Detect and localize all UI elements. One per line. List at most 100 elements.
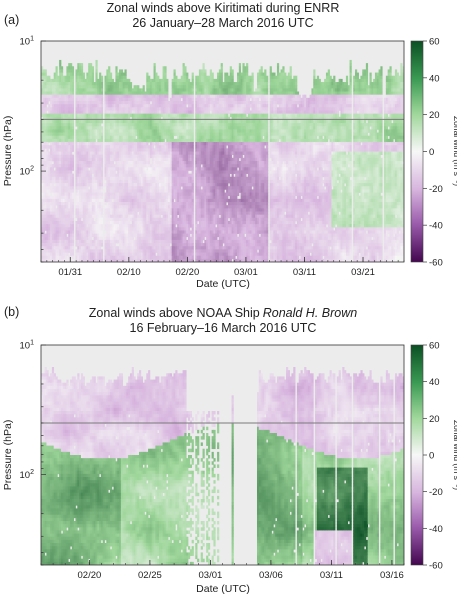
heatmap-cell <box>129 157 133 162</box>
heatmap-cell <box>119 160 122 165</box>
heatmap-cell <box>115 132 118 137</box>
heatmap-cell <box>117 170 120 174</box>
heatmap-cell <box>137 220 140 225</box>
heatmap-cell <box>77 107 80 111</box>
heatmap-cell <box>148 157 151 162</box>
heatmap-cell <box>55 233 58 238</box>
heatmap-cell <box>90 148 93 152</box>
heatmap-cell <box>157 164 160 168</box>
heatmap-cell <box>191 217 194 222</box>
heatmap-cell <box>162 85 165 89</box>
heatmap-cell <box>148 246 151 250</box>
heatmap-cell <box>131 220 134 225</box>
heatmap-cell <box>137 258 140 262</box>
heatmap-cell <box>153 195 156 200</box>
heatmap-cell <box>124 195 127 200</box>
heatmap-cell <box>90 220 93 225</box>
heatmap-cell <box>148 170 151 174</box>
heatmap-cell <box>42 88 45 92</box>
heatmap-cell <box>55 75 58 80</box>
heatmap-cell <box>117 176 120 181</box>
heatmap-cell <box>166 123 169 127</box>
heatmap-cell <box>46 113 49 118</box>
heatmap-cell <box>80 126 84 130</box>
heatmap-cell <box>128 123 131 127</box>
heatmap-cell <box>106 116 109 121</box>
heatmap-cell <box>137 255 140 260</box>
heatmap-cell <box>111 214 114 219</box>
heatmap-cell <box>151 208 154 212</box>
heatmap-cell <box>113 198 116 203</box>
heatmap-cell <box>124 110 127 114</box>
heatmap-cell <box>140 113 143 118</box>
heatmap-cell <box>139 119 142 124</box>
heatmap-cell <box>137 217 140 222</box>
heatmap-cell <box>164 176 167 181</box>
heatmap-cell <box>41 160 44 165</box>
heatmap-cell <box>128 239 131 244</box>
heatmap-cell <box>198 186 202 190</box>
heatmap-cell <box>71 208 75 212</box>
heatmap-cell <box>51 151 55 156</box>
heatmap-cell <box>164 202 167 206</box>
heatmap-cell <box>139 170 142 174</box>
heatmap-cell <box>131 129 134 133</box>
heatmap-cell <box>129 176 133 181</box>
heatmap-cell <box>153 176 156 181</box>
heatmap-cell <box>148 164 151 168</box>
heatmap-cell <box>108 208 111 212</box>
heatmap-cell <box>93 230 96 234</box>
heatmap-cell <box>50 189 53 193</box>
heatmap-cell <box>135 227 138 231</box>
heatmap-cell <box>44 132 47 137</box>
heatmap-cell <box>91 135 94 140</box>
heatmap-cell <box>106 217 109 222</box>
heatmap-cell <box>108 157 111 162</box>
heatmap-cell <box>70 110 73 114</box>
heatmap-cell <box>149 252 153 257</box>
heatmap-cell <box>164 189 167 193</box>
heatmap-cell <box>60 94 64 99</box>
heatmap-cell <box>162 211 165 215</box>
heatmap-cell <box>95 208 98 212</box>
heatmap-cell <box>84 113 87 118</box>
heatmap-cell <box>111 148 114 152</box>
heatmap-cell <box>46 227 49 231</box>
heatmap-cell <box>137 116 140 121</box>
heatmap-cell <box>50 255 53 260</box>
heatmap-cell <box>75 239 78 244</box>
heatmap-cell <box>91 255 94 260</box>
heatmap-cell <box>86 233 89 238</box>
heatmap-cell <box>146 220 149 225</box>
heatmap-cell <box>44 211 47 215</box>
heatmap-cell <box>100 142 104 146</box>
heatmap-cell <box>41 214 44 219</box>
heatmap-cell <box>160 211 163 215</box>
heatmap-cell <box>157 170 160 174</box>
heatmap-cell <box>151 236 154 241</box>
heatmap-cell <box>91 132 94 137</box>
heatmap-cell <box>157 233 160 238</box>
heatmap-cell <box>80 78 84 83</box>
heatmap-cell <box>86 214 89 219</box>
heatmap-cell <box>97 88 100 92</box>
heatmap-cell <box>93 145 96 149</box>
heatmap-cell <box>44 249 47 253</box>
heatmap-cell <box>115 142 118 146</box>
heatmap-cell <box>128 119 131 124</box>
heatmap-cell <box>97 78 100 83</box>
heatmap-cell <box>135 138 138 143</box>
heatmap-cell <box>109 138 113 143</box>
heatmap-cell <box>46 91 49 96</box>
heatmap-cell <box>146 205 149 209</box>
heatmap-cell <box>186 72 189 77</box>
heatmap-cell <box>64 167 67 171</box>
heatmap-cell <box>91 119 94 124</box>
heatmap-cell <box>55 239 58 244</box>
heatmap-cell <box>155 214 158 219</box>
heatmap-cell <box>93 255 96 260</box>
heatmap-cell <box>84 243 87 247</box>
heatmap-cell <box>191 246 194 250</box>
heatmap-cell <box>119 249 122 253</box>
heatmap-cell <box>148 135 151 140</box>
